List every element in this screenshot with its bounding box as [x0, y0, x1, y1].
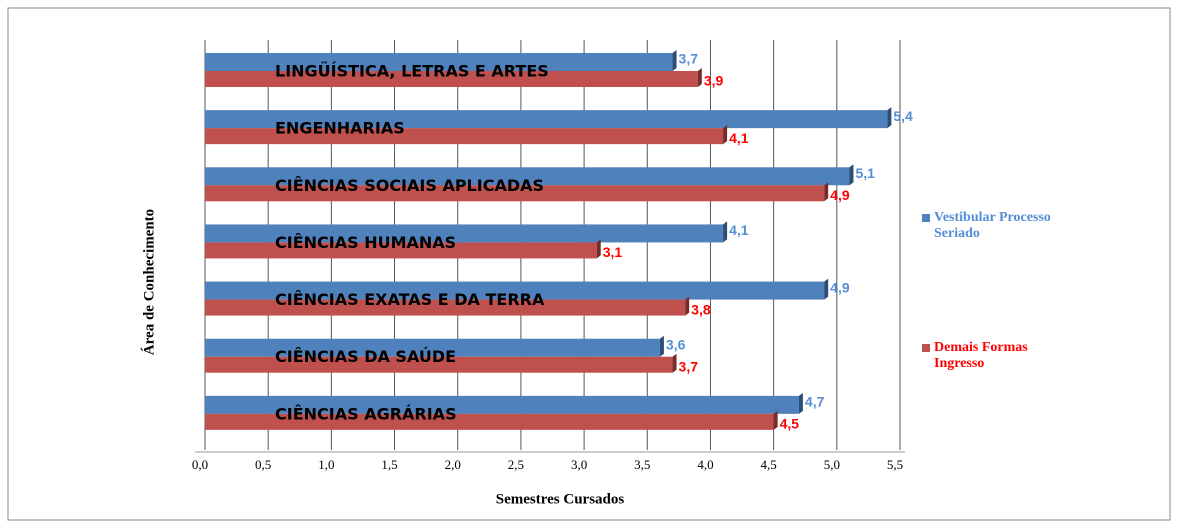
legend-item: Vestibular Processo Seriado [922, 210, 1072, 242]
category-label: CIÊNCIAS EXATAS E DA TERRA [275, 290, 545, 309]
legend-item: Demais Formas Ingresso [922, 340, 1072, 372]
frame [7, 7, 1171, 521]
legend-label: Vestibular Processo Seriado [934, 210, 1051, 241]
y-axis-label: Área de Conhecimento [140, 209, 157, 355]
value-label: 4,9 [830, 279, 850, 295]
bar [205, 299, 686, 316]
x-tick-label: 3,0 [571, 457, 587, 472]
value-label: 3,7 [679, 358, 699, 374]
bar [205, 395, 799, 414]
bar-cap [672, 50, 677, 71]
bar [205, 53, 673, 71]
category-label: CIÊNCIAS SOCIAIS APLICADAS [275, 176, 544, 195]
bar [205, 167, 850, 186]
category-label: LINGÜÍSTICA, LETRAS E ARTES [275, 62, 549, 81]
legend-swatch [922, 214, 930, 222]
bar [205, 413, 774, 430]
bar [205, 242, 597, 259]
x-axis-label: Semestres Cursados [496, 491, 625, 507]
bar-cap [887, 107, 892, 129]
bar [205, 110, 888, 129]
x-tick-label: 3,5 [634, 457, 650, 472]
value-label: 4,9 [830, 187, 850, 203]
value-label: 3,6 [666, 336, 686, 352]
bar [205, 185, 825, 202]
bar-cap [798, 392, 803, 414]
bar [205, 356, 673, 373]
bar [205, 281, 825, 300]
value-label: 4,1 [729, 130, 749, 146]
value-label: 5,1 [855, 165, 875, 181]
bar-cap [849, 164, 854, 186]
bar-cap [773, 410, 778, 430]
value-label: 5,4 [893, 108, 913, 124]
value-label: 4,5 [780, 416, 800, 432]
bar-cap [723, 125, 728, 145]
bar [205, 128, 724, 145]
bar [205, 224, 724, 243]
category-label: CIÊNCIAS HUMANAS [275, 233, 456, 252]
x-tick-label: 5,5 [887, 457, 903, 472]
bar-cap [672, 353, 677, 373]
x-tick-label: 5,0 [824, 457, 840, 472]
category-label: CIÊNCIAS AGRÁRIAS [275, 404, 457, 423]
category-label: CIÊNCIAS DA SAÚDE [275, 347, 456, 366]
value-label: 3,1 [603, 244, 623, 260]
bar-cap [824, 182, 829, 202]
bar-cap [659, 335, 664, 357]
value-label: 3,7 [679, 51, 699, 67]
bar [205, 71, 698, 87]
bar-cap [685, 296, 690, 316]
bar-cap [723, 221, 728, 243]
value-label: 3,8 [691, 301, 711, 317]
legend-label: Demais Formas Ingresso [934, 340, 1028, 371]
x-tick-label: 4,0 [697, 457, 713, 472]
value-label: 3,9 [704, 73, 724, 89]
bar [205, 338, 660, 357]
x-tick-label: 2,0 [445, 457, 461, 472]
x-tick-label: 4,5 [761, 457, 777, 472]
x-tick-label: 1,0 [318, 457, 334, 472]
bar-cap [824, 278, 829, 300]
bar-cap [596, 239, 601, 259]
bar-cap [697, 68, 702, 87]
category-label: ENGENHARIAS [275, 119, 405, 138]
x-tick-label: 0,0 [192, 457, 208, 472]
value-label: 4,1 [729, 222, 749, 238]
x-tick-label: 1,5 [381, 457, 397, 472]
x-tick-label: 2,5 [508, 457, 524, 472]
value-label: 4,7 [805, 394, 825, 410]
legend-swatch [922, 344, 930, 352]
x-tick-label: 0,5 [255, 457, 271, 472]
